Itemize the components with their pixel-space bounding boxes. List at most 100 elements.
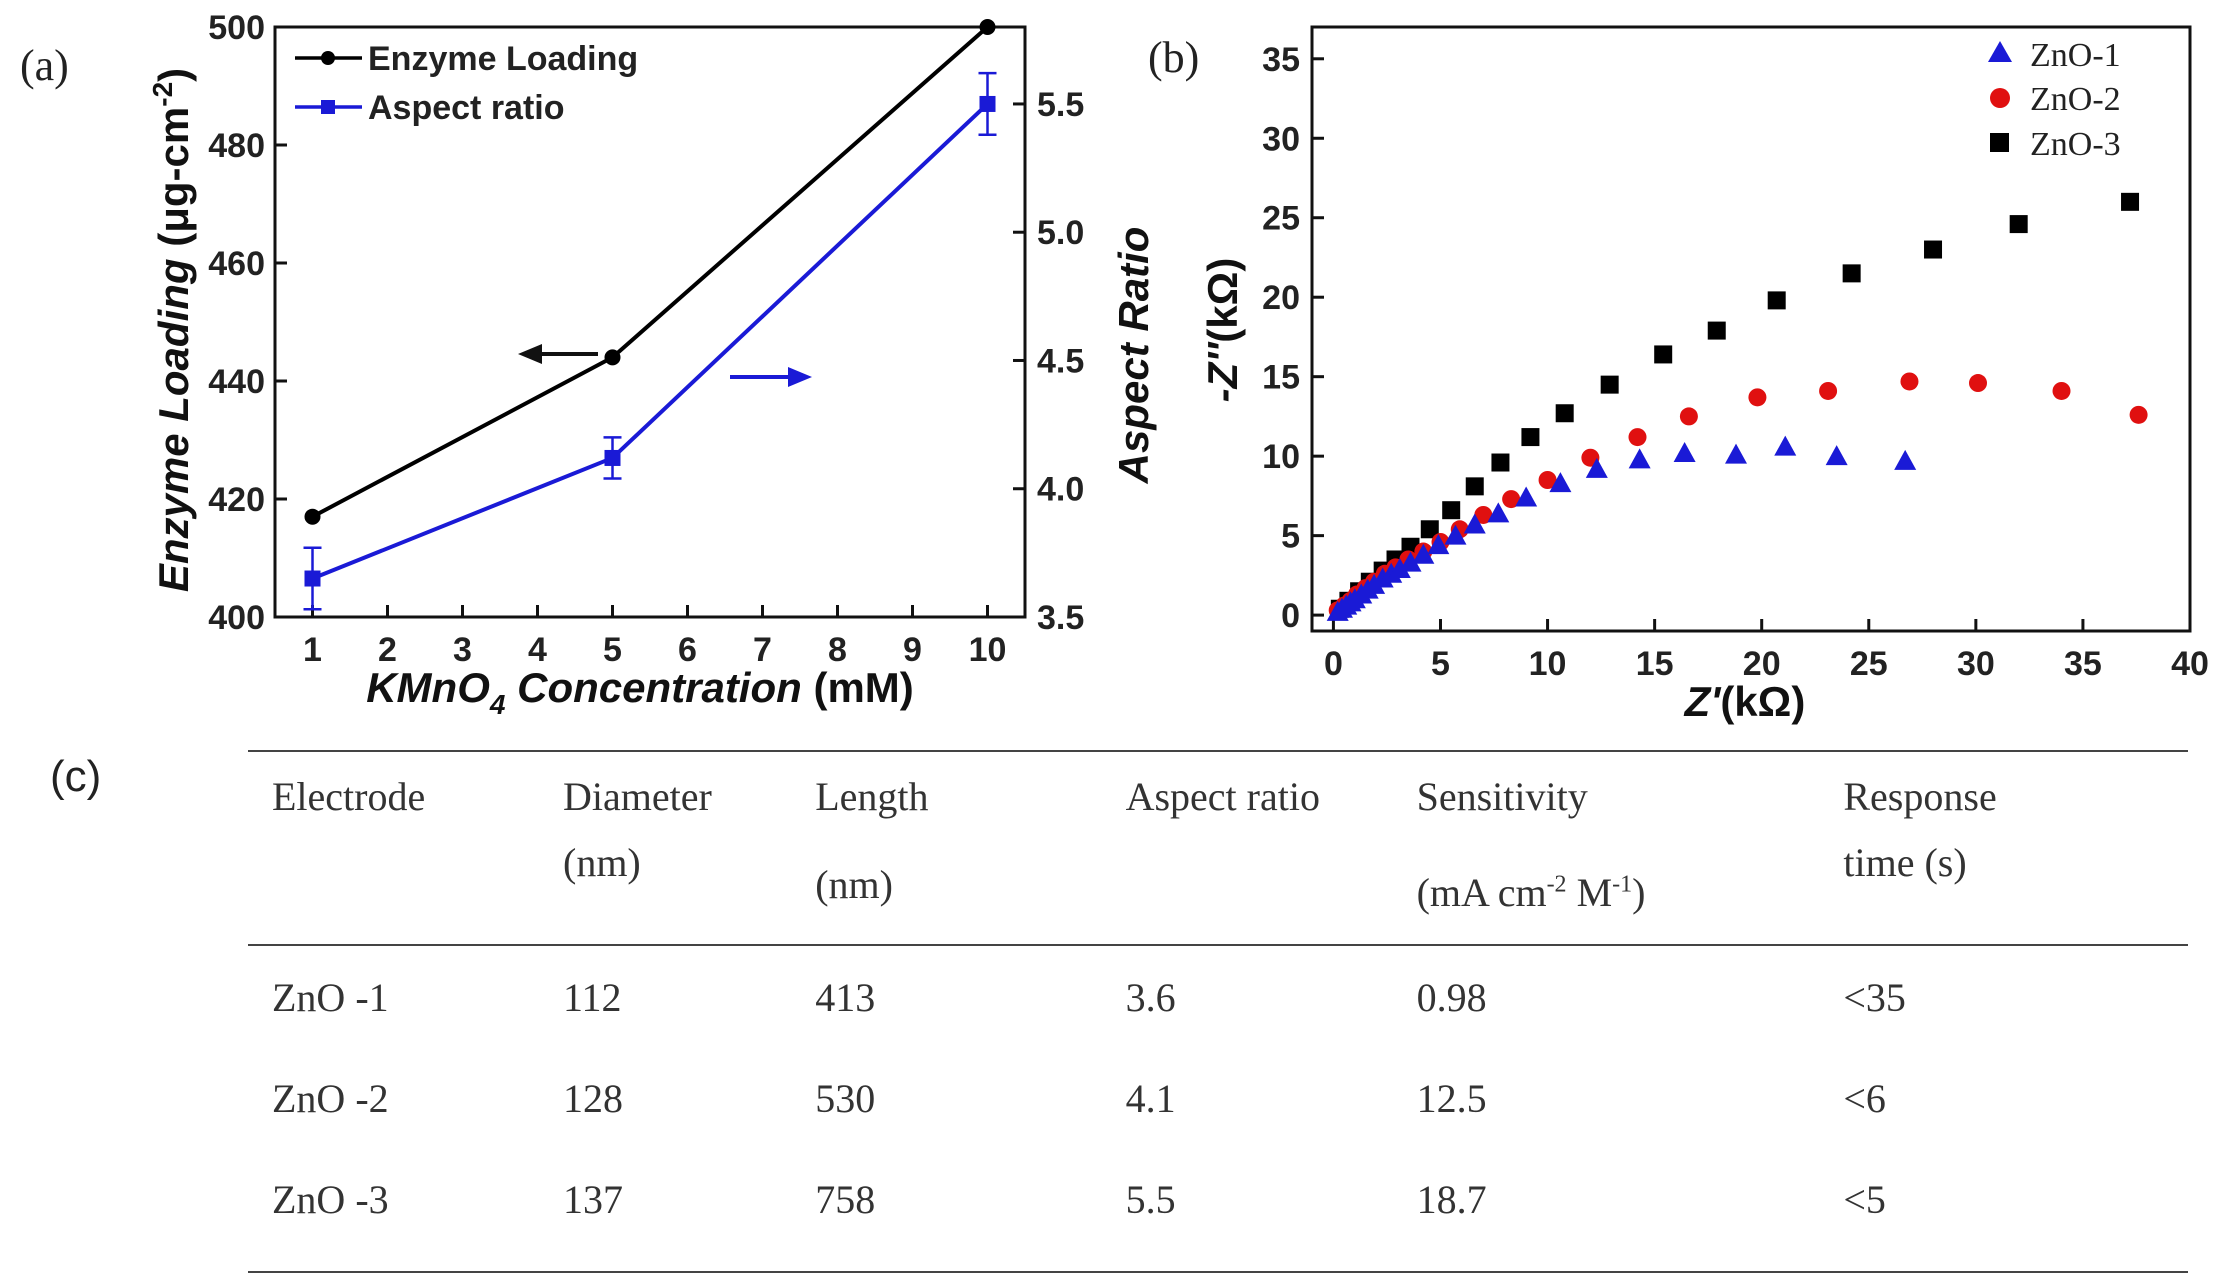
table-row: ZnO -1 112 413 3.6 0.98 <35 xyxy=(248,945,2188,1047)
chart-a-point-enzyme-loading xyxy=(604,349,621,366)
chart-a-point-enzyme-loading xyxy=(979,19,996,35)
legend-label-zno-1: ZnO-1 xyxy=(2030,37,2121,74)
table-cell: 530 xyxy=(815,1076,876,1122)
header-electrode: Electrode xyxy=(248,749,539,947)
chart-a-x-label-sub: 4 xyxy=(489,689,506,720)
chart-a-point-enzyme-loading xyxy=(304,508,321,525)
chart-b-point-zno-1 xyxy=(1774,435,1797,456)
chart-b-point-zno-3 xyxy=(1654,345,1673,364)
chart-b-point-zno-3 xyxy=(2009,215,2028,234)
chart-b-point-zno-1 xyxy=(1399,551,1422,572)
table-cell: 0.98 xyxy=(1416,975,1487,1021)
chart-b-y-tick-label: 20 xyxy=(1262,279,1300,317)
chart-b-point-zno-2 xyxy=(1819,381,1838,400)
chart-a-y-left-label-unit: (μg-cm xyxy=(150,107,197,259)
panel-label-b: (b) xyxy=(1148,33,1199,82)
chart-b-y-label: -Z''(kΩ) xyxy=(1199,258,1246,403)
chart-b-point-zno-2 xyxy=(1474,505,1493,524)
chart-a-frame xyxy=(273,25,1027,619)
chart-b-x-tick-label: 35 xyxy=(2064,645,2102,683)
chart-b-x-tick-label: 5 xyxy=(1431,645,1450,683)
chart-a-x-tick-label: 4 xyxy=(528,631,547,669)
legend-marker-enzyme-loading xyxy=(321,51,335,65)
table-header-row: Electrode Diameter (nm) Length (nm) Aspect… xyxy=(248,749,2188,947)
chart-a-y-right-tick-label: 4.0 xyxy=(1037,471,1084,509)
chart-b-point-zno-3 xyxy=(1555,404,1574,423)
legend-marker-zno-3 xyxy=(1990,133,2009,152)
chart-b-y-tick-label: 25 xyxy=(1262,200,1300,238)
chart-b-y-tick-label: 0 xyxy=(1281,597,1300,635)
header-sensitivity: Sensitivity (mA cm-2 M-1) xyxy=(1392,749,1820,947)
table-cell: 758 xyxy=(791,1148,1102,1274)
chart-b-point-zno-1 xyxy=(1412,543,1435,564)
chart-a-x-tick-label: 5 xyxy=(603,631,622,669)
chart-b-x-tick-label: 25 xyxy=(1850,645,1888,683)
chart-b-x-label-main: Z' xyxy=(1684,678,1723,725)
table-row: ZnO -2 128 530 4.1 12.5 <6 xyxy=(248,1047,2188,1148)
chart-a-x-tick-label: 3 xyxy=(453,631,472,669)
chart-a-x-label-unit: (mM) xyxy=(802,664,914,711)
header-diameter: Diameter (nm) xyxy=(539,749,792,947)
table-cell: <6 xyxy=(1843,1076,1886,1122)
chart-a-y-left-label-close: ) xyxy=(150,68,197,82)
legend-marker-aspect-ratio xyxy=(321,100,335,114)
chart-b-x-label-unit: (kΩ) xyxy=(1720,678,1805,725)
table-cell: 128 xyxy=(563,1076,623,1122)
chart-b-y-tick-label: 15 xyxy=(1262,359,1300,397)
chart-b-point-zno-1 xyxy=(1673,441,1696,462)
properties-table-container: Electrode Diameter (nm) Length (nm) Aspect… xyxy=(248,749,2188,1274)
chart-a-point-aspect-ratio xyxy=(304,570,321,587)
chart-b-point-zno-3 xyxy=(1465,477,1484,496)
chart-a-x-tick-label: 7 xyxy=(753,631,772,669)
chart-a-y-left-tick-label: 500 xyxy=(208,9,265,47)
chart-b-x-tick-label: 10 xyxy=(1529,645,1567,683)
chart-b-point-zno-3 xyxy=(1767,291,1786,310)
table-cell: 5.5 xyxy=(1101,1148,1393,1274)
chart-b-point-zno-1 xyxy=(1487,502,1510,523)
chart-b-point-zno-3 xyxy=(1521,428,1540,447)
chart-b-point-zno-1 xyxy=(1444,524,1467,545)
chart-b-point-zno-3 xyxy=(1600,375,1619,394)
chart-a-x-tick-label: 1 xyxy=(303,631,322,669)
chart-a-y-right-tick-label: 4.5 xyxy=(1037,342,1084,380)
table-cell: ZnO -3 xyxy=(248,1148,539,1274)
chart-a-x-tick-label: 2 xyxy=(378,631,397,669)
table-cell: ZnO -2 xyxy=(272,1076,389,1122)
chart-b-point-zno-2 xyxy=(1502,490,1521,509)
table-cell: ZnO -1 xyxy=(272,975,389,1021)
chart-a-y-right-tick-label: 5.5 xyxy=(1037,86,1084,124)
chart-a-y-left-tick-label: 480 xyxy=(208,127,265,165)
table-cell: 413 xyxy=(815,975,876,1021)
chart-b-x-tick-label: 20 xyxy=(1743,645,1781,683)
chart-b-legend: ZnO-1 ZnO-2 ZnO-3 xyxy=(1988,37,2121,163)
chart-b-point-zno-2 xyxy=(1628,428,1647,447)
chart-b-point-zno-1 xyxy=(1463,513,1486,534)
chart-b-y-tick-label: 35 xyxy=(1262,41,1300,79)
header-length: Length (nm) xyxy=(791,749,1102,947)
chart-a-x-tick-label: 6 xyxy=(678,631,697,669)
chart-b-point-zno-3 xyxy=(1491,453,1510,472)
chart-b-frame xyxy=(1310,25,2192,633)
panel-label-c: (c) xyxy=(50,752,102,801)
chart-b-point-zno-3 xyxy=(1924,240,1943,259)
header-response-time: Response time (s) xyxy=(1819,749,2188,947)
chart-a-y-right-label: Aspect Ratio xyxy=(1110,227,1157,485)
table-row: ZnO -3 137 758 5.5 18.7 <5 xyxy=(248,1148,2188,1274)
table-cell: 4.1 xyxy=(1125,1076,1176,1122)
right-axis-arrow-icon xyxy=(730,367,812,387)
legend-label-zno-3: ZnO-3 xyxy=(2030,126,2121,163)
chart-b-point-zno-3 xyxy=(1707,321,1726,340)
legend-marker-zno-2 xyxy=(1990,88,2010,108)
chart-b-point-zno-1 xyxy=(1894,449,1917,470)
chart-b-point-zno-1 xyxy=(1427,534,1450,555)
legend-label-aspect-ratio: Aspect ratio xyxy=(368,89,565,127)
chart-a-x-tick-label: 10 xyxy=(969,631,1007,669)
chart-b-point-zno-2 xyxy=(1679,407,1698,426)
chart-b-point-zno-2 xyxy=(1538,471,1557,489)
chart-a-x-label: KMnO4 Concentration (mM) xyxy=(366,664,914,720)
chart-a-series-line-1 xyxy=(311,102,989,581)
chart-a-y-left-label: Enzyme Loading (μg-cm-2) xyxy=(147,68,197,592)
